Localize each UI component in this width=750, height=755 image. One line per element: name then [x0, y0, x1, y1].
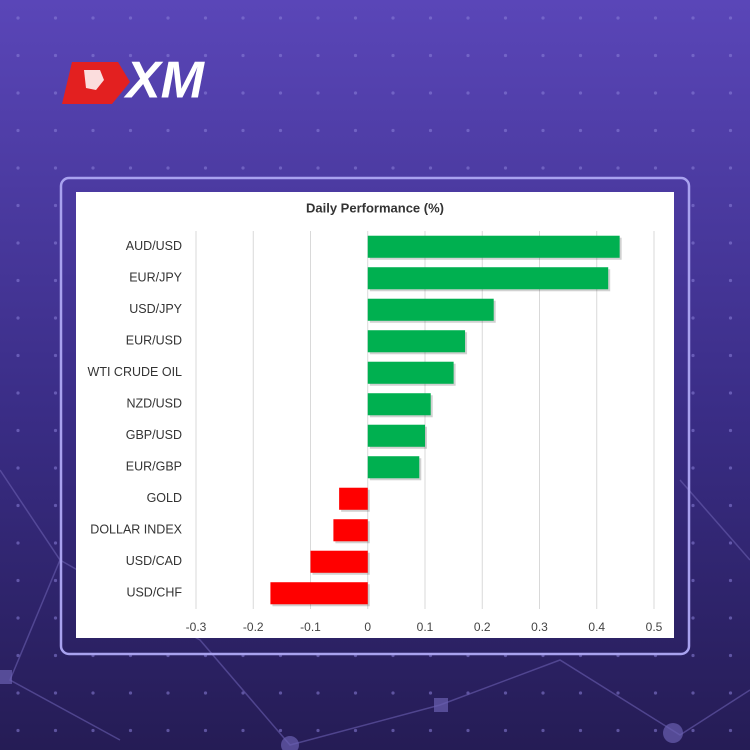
- y-tick-label: EUR/USD: [126, 334, 182, 348]
- bar: [339, 487, 368, 510]
- y-tick-label: DOLLAR INDEX: [90, 523, 182, 537]
- y-tick-label: USD/CAD: [126, 554, 182, 568]
- bar: [367, 361, 454, 384]
- y-tick-label: WTI CRUDE OIL: [88, 365, 182, 379]
- bar: [367, 424, 425, 447]
- logo-text: XM: [123, 52, 206, 110]
- bar: [367, 267, 609, 290]
- y-tick-label: AUD/USD: [126, 239, 182, 253]
- plot: -0.3 -0.2 -0.1 0 0.1 0.2 0.3 0.4 0.5 AUD/USD EUR/J…: [88, 231, 663, 634]
- y-tick-label: GBP/USD: [126, 428, 182, 442]
- bar: [367, 298, 494, 321]
- x-tick-label: 0: [364, 620, 371, 634]
- x-tick-label: 0.4: [588, 620, 605, 634]
- y-tick-label: USD/CHF: [126, 586, 182, 600]
- y-tick-label: EUR/GBP: [126, 460, 182, 474]
- bar: [270, 582, 368, 605]
- x-tick-label: 0.3: [531, 620, 548, 634]
- x-tick-label: -0.1: [300, 620, 321, 634]
- chart-title: Daily Performance (%): [306, 200, 444, 215]
- bar: [367, 330, 466, 353]
- x-tick-label: -0.3: [186, 620, 207, 634]
- x-tick-label: 0.1: [417, 620, 434, 634]
- bar: [367, 456, 420, 479]
- bar: [333, 519, 368, 542]
- logo-icon-mark: [84, 70, 104, 90]
- y-tick-label: NZD/USD: [126, 397, 182, 411]
- x-tick-label: 0.2: [474, 620, 491, 634]
- chart-frame: [59, 176, 691, 656]
- bar: [367, 235, 620, 258]
- y-tick-label: GOLD: [147, 491, 182, 505]
- x-tick-label: 0.5: [646, 620, 663, 634]
- logo: XM: [62, 52, 206, 110]
- x-tick-label: -0.2: [243, 620, 264, 634]
- y-tick-label: EUR/JPY: [129, 271, 182, 285]
- bar: [367, 393, 431, 416]
- bar: [310, 550, 368, 573]
- y-tick-label: USD/JPY: [129, 302, 182, 316]
